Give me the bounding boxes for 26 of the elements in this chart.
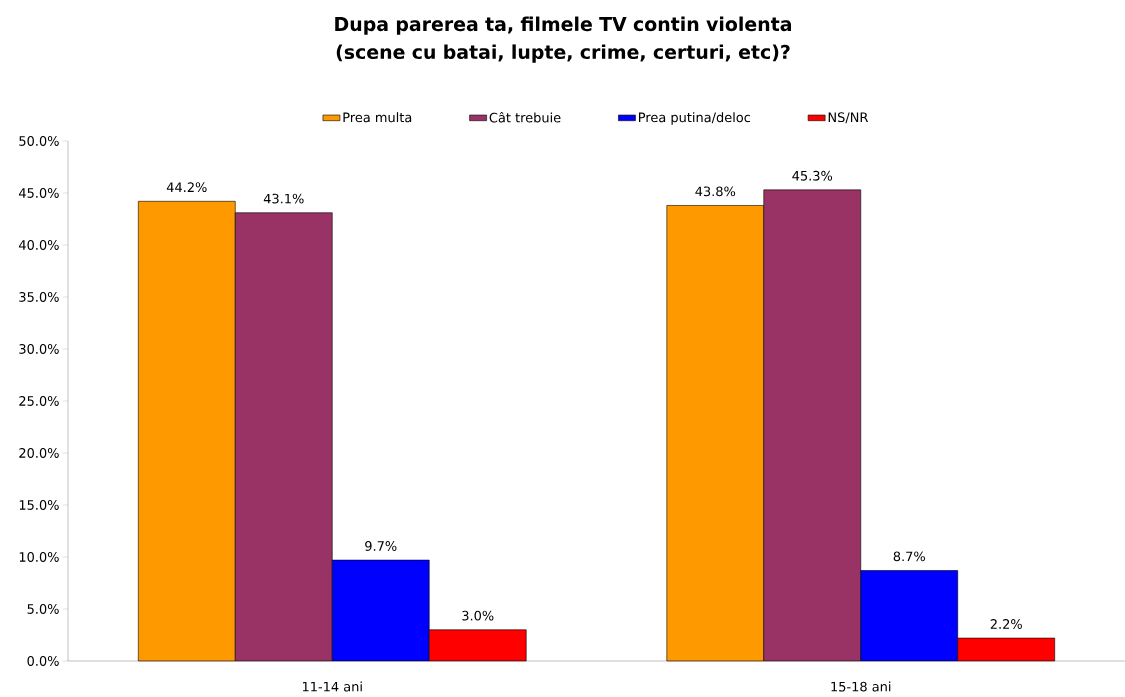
y-tick-label: 45.0% (18, 188, 59, 198)
data-label: 44.2% (166, 182, 207, 193)
data-label: 45.3% (792, 170, 833, 181)
y-tick-label: 10.0% (19, 552, 59, 562)
x-tick-label: 15-18 ani (831, 681, 891, 692)
data-label: 2.2% (990, 619, 1022, 629)
y-tick-label: 30.0% (19, 344, 59, 354)
y-tick-label: 20.0% (19, 448, 59, 458)
data-label: 9.7% (365, 541, 397, 551)
legend-label: Prea putina/deloc (639, 112, 751, 125)
legend-label: NS/NR (828, 112, 869, 124)
y-tick-label: 15.0% (19, 500, 59, 510)
y-tick-label: 35.0% (19, 292, 59, 302)
data-label: 3.0% (462, 610, 494, 621)
y-tick-label: 5.0% (27, 604, 59, 614)
data-label: 8.7% (893, 551, 925, 562)
y-tick-label: 40.0% (18, 240, 59, 250)
legend-label: Prea multa (343, 112, 412, 123)
y-tick-label: 50.0% (19, 136, 59, 146)
y-tick-label: 0.0% (27, 656, 59, 666)
x-tick-label: 11-14 ani (302, 681, 362, 692)
data-label: 43.8% (695, 186, 736, 197)
legend-label: Cât trebuie (489, 111, 561, 123)
chart-title: Dupa parerea ta, filmele TV contin violenta (scene cu batai, lupte, crime, certuri, etc)? (335, 16, 791, 63)
y-tick-label: 25.0% (19, 396, 59, 406)
data-label: 43.1% (263, 193, 304, 204)
